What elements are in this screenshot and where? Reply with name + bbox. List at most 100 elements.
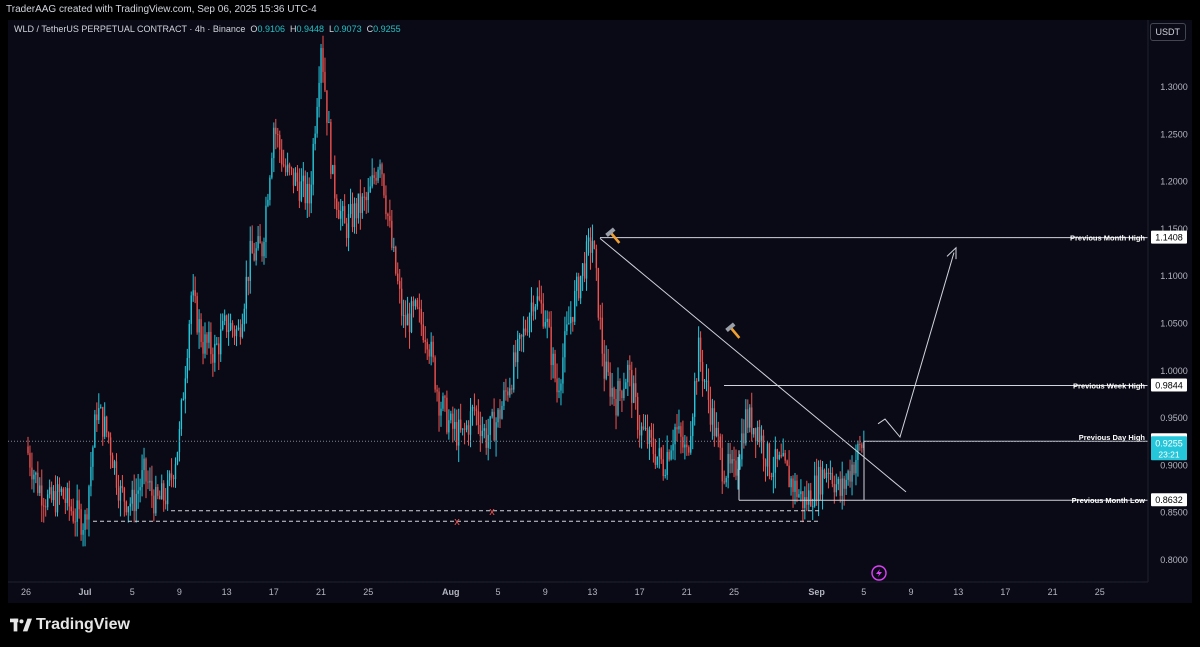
candle-body <box>507 391 509 396</box>
candle-body <box>72 511 74 522</box>
candle-body <box>369 186 371 193</box>
candle-body <box>389 215 391 221</box>
candle-body <box>743 433 745 444</box>
candle-body <box>428 349 430 357</box>
candle-body <box>749 407 751 428</box>
candle-body <box>70 506 72 512</box>
candle-body <box>178 429 181 453</box>
candle-body <box>579 275 582 299</box>
candle-body <box>741 433 743 460</box>
candle-body <box>277 134 279 136</box>
candle-body <box>233 329 236 337</box>
candle-body <box>833 483 836 493</box>
candle-body <box>404 315 407 326</box>
candle-body <box>64 498 67 503</box>
candle-body <box>729 454 731 464</box>
price-tick-label: 1.2500 <box>1160 129 1188 139</box>
candle-body <box>664 475 666 476</box>
candle-body <box>27 446 29 454</box>
time-tick-label: 21 <box>1048 587 1058 597</box>
candle-body <box>815 475 818 501</box>
candle-body <box>629 364 631 371</box>
candle-body <box>595 248 598 269</box>
candle-body <box>473 407 476 409</box>
candle-body <box>332 165 334 174</box>
candle-body <box>778 454 780 459</box>
candle-body <box>837 478 839 485</box>
candle-body <box>416 300 419 308</box>
level-price-value: 0.9844 <box>1155 381 1183 391</box>
candle-body <box>483 428 485 431</box>
time-tick-label: Sep <box>808 587 825 597</box>
candle-body <box>599 317 601 319</box>
candle-body <box>810 490 812 507</box>
candle-body <box>281 149 283 165</box>
candle-body <box>843 478 845 489</box>
candle-body <box>617 380 619 416</box>
candle-body <box>267 199 269 206</box>
candle-body <box>62 488 65 499</box>
candle-body <box>141 470 143 488</box>
candle-body <box>788 465 790 488</box>
candle-body <box>806 497 808 505</box>
candle-body <box>98 408 100 421</box>
candle-body <box>220 329 222 355</box>
time-tick-label: 21 <box>316 587 326 597</box>
candle-body <box>379 164 381 170</box>
currency-button[interactable]: USDT <box>1149 23 1186 41</box>
level-label: Previous Week High <box>1073 382 1145 391</box>
candle-body <box>363 196 365 198</box>
candle-body <box>456 421 458 446</box>
candle-body <box>762 435 765 460</box>
candle-body <box>849 471 851 482</box>
lightning-event-icon[interactable] <box>871 565 887 581</box>
candle-body <box>674 427 676 445</box>
candle-body <box>794 480 796 492</box>
tradingview-logo[interactable]: TradingView <box>10 616 130 634</box>
candle-body <box>314 133 316 144</box>
candle-body <box>615 398 617 416</box>
candle-body <box>587 237 590 242</box>
candle-body <box>540 299 542 304</box>
price-chart[interactable]: x x 0.8000 0.8500 0.9000 0.9500 1.0000 1.0500 1… <box>8 20 1192 603</box>
candle-body <box>694 381 696 417</box>
candle-body <box>46 494 49 508</box>
candle-body <box>688 447 690 453</box>
candle-body <box>574 290 576 322</box>
candle-body <box>650 429 653 438</box>
candle-body <box>139 487 141 491</box>
candle-body <box>790 478 792 488</box>
candle-body <box>821 469 824 495</box>
candle-body <box>157 487 159 496</box>
candle-body <box>151 480 153 496</box>
candle-body <box>518 334 521 339</box>
candle-body <box>517 338 519 363</box>
candle-body <box>54 491 57 513</box>
candle-body <box>257 236 259 249</box>
candle-body <box>56 484 59 513</box>
candle-body <box>39 485 41 494</box>
projection-path <box>877 252 955 439</box>
time-tick-label: 26 <box>21 587 31 597</box>
candle-body <box>245 276 247 309</box>
candle-body <box>170 473 173 478</box>
candle-body <box>751 407 753 435</box>
candle-body <box>243 308 246 325</box>
candle-body <box>505 390 507 392</box>
candle-body <box>292 168 295 186</box>
candle-body <box>253 253 255 261</box>
candle-body <box>784 453 786 461</box>
candle-body <box>121 485 124 489</box>
footer: TradingView <box>0 603 1200 647</box>
candle-body <box>585 241 588 279</box>
candle-body <box>76 500 78 522</box>
projection-arrowhead <box>946 246 957 260</box>
close-label: C <box>366 24 374 34</box>
candle-body <box>847 471 849 480</box>
time-tick-label: 25 <box>363 587 373 597</box>
candle-body <box>511 388 513 390</box>
chart-area[interactable]: x x 0.8000 0.8500 0.9000 0.9500 1.0000 1.0500 1… <box>8 20 1192 603</box>
high-label: H <box>289 24 297 34</box>
candle-body <box>731 459 733 464</box>
candle-body <box>312 143 314 185</box>
